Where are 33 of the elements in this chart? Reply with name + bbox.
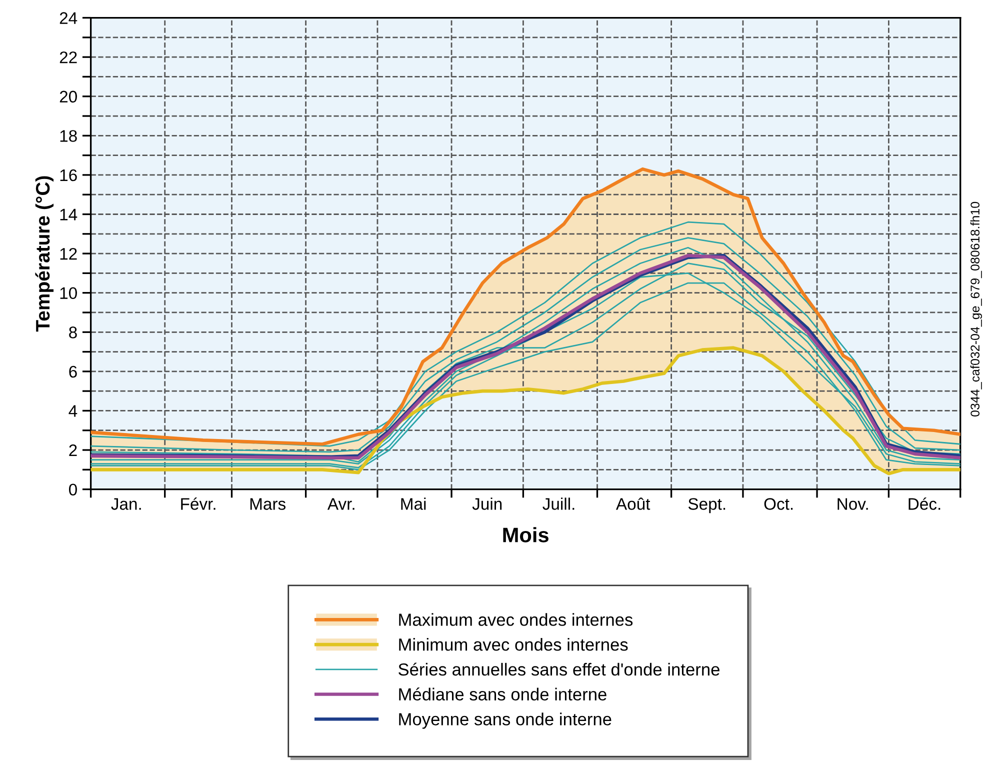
x-tick-label: Août bbox=[616, 498, 650, 510]
legend-label: Maximum avec ondes internes bbox=[399, 613, 633, 626]
legend-label: Médiane sans onde interne bbox=[399, 688, 606, 701]
text: 0344_caf032-04_ge_679_080618.fh10 bbox=[970, 202, 982, 416]
y-tick-label: 20 bbox=[60, 90, 77, 103]
x-tick-label: Mars bbox=[250, 498, 286, 510]
y-tick-label: 6 bbox=[69, 366, 77, 378]
x-axis-title: Mois bbox=[503, 527, 548, 542]
x-tick-label: Mai bbox=[401, 498, 426, 510]
y-tick-label: 2 bbox=[69, 444, 77, 456]
y-tick-label: 24 bbox=[60, 12, 78, 24]
x-tick-label: Déc. bbox=[908, 497, 940, 510]
x-tick-label: Sept. bbox=[688, 498, 726, 514]
y-tick-label: 8 bbox=[69, 326, 77, 338]
y-tick-label: 12 bbox=[60, 248, 77, 260]
y-tick-label: 16 bbox=[60, 169, 77, 182]
legend-label: Séries annuelles sans effet d'onde interne bbox=[398, 662, 720, 676]
x-tick-label: Févr. bbox=[181, 497, 216, 510]
x-tick-label: Juill. bbox=[542, 498, 574, 510]
legend-label: Minimum avec ondes internes bbox=[399, 638, 628, 651]
x-tick-label: Oct. bbox=[764, 498, 793, 510]
y-tick-label: 4 bbox=[68, 405, 78, 417]
legend-label: Moyenne sans onde interne bbox=[399, 712, 612, 729]
y-tick-label: 18 bbox=[60, 130, 77, 142]
x-tick-label: Avr. bbox=[327, 498, 354, 510]
x-tick-label: Jan. bbox=[111, 498, 141, 510]
y-tick-label: 0 bbox=[68, 484, 77, 496]
y-axis-title: Température (°C) bbox=[35, 176, 54, 332]
x-tick-label: Nov. bbox=[838, 498, 868, 510]
y-tick-label: 14 bbox=[60, 208, 78, 220]
x-tick-label: Juin bbox=[472, 498, 502, 510]
y-tick-label: 22 bbox=[60, 51, 77, 64]
y-tick-label: 10 bbox=[60, 287, 77, 300]
